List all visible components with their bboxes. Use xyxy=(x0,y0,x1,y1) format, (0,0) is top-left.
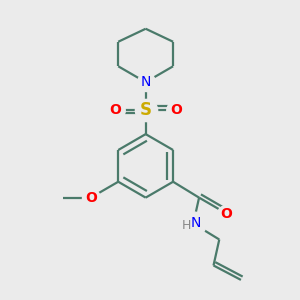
Text: N: N xyxy=(140,75,151,88)
Text: H: H xyxy=(182,219,191,232)
Text: O: O xyxy=(220,206,232,220)
Text: S: S xyxy=(140,100,152,118)
Text: O: O xyxy=(170,103,182,117)
Text: N: N xyxy=(191,216,201,230)
Text: O: O xyxy=(85,190,97,205)
Text: O: O xyxy=(110,103,121,117)
